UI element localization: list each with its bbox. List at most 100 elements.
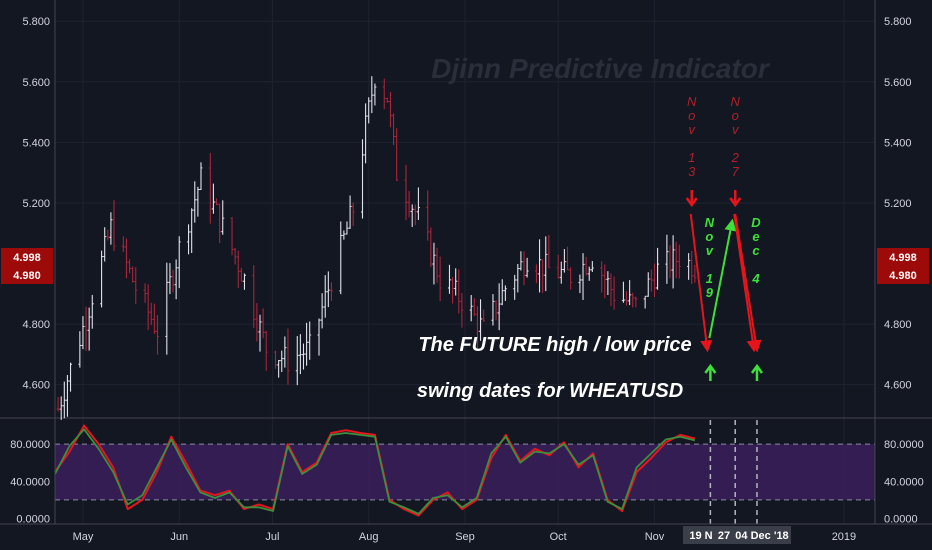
- ohlc-bar: [326, 271, 330, 308]
- osc-tick-label-right: 80.0000: [884, 439, 924, 451]
- ohlc-bar: [367, 97, 371, 124]
- ohlc-bar: [519, 251, 523, 271]
- ohlc-bar: [199, 162, 203, 191]
- osc-tick-label-right: 0.0000: [884, 513, 918, 525]
- ohlc-bar: [131, 266, 135, 283]
- svg-text:04 Dec '18: 04 Dec '18: [735, 530, 788, 542]
- ohlc-bar: [339, 221, 343, 295]
- price-label-right: 4.980: [877, 266, 929, 284]
- swing-arrow: [689, 213, 713, 353]
- ohlc-bar: [578, 274, 582, 294]
- prediction-label-char: 4: [751, 271, 760, 286]
- ohlc-bar: [317, 318, 321, 356]
- ohlc-bar: [621, 281, 625, 303]
- ohlc-bar: [370, 76, 374, 114]
- prediction-label-char: N: [687, 94, 697, 109]
- price-label-left: 4.980: [1, 266, 53, 284]
- ohlc-bar: [643, 295, 647, 309]
- ohlc-bar: [482, 309, 486, 323]
- prediction-label-char: o: [732, 108, 739, 123]
- ohlc-bar: [233, 248, 237, 265]
- ohlc-bar: [432, 242, 436, 285]
- x-tick-label: Jul: [265, 531, 279, 543]
- ohlc-bar: [566, 246, 569, 271]
- y-tick-label-right: 5.600: [884, 77, 912, 89]
- ohlc-bar: [457, 269, 461, 314]
- ohlc-bar: [103, 227, 107, 262]
- ohlc-bar: [286, 328, 290, 385]
- ohlc-bar: [174, 259, 178, 300]
- ohlc-bar: [460, 293, 464, 328]
- ohlc-bar: [56, 397, 60, 412]
- ohlc-bar: [516, 263, 520, 293]
- ohlc-bar: [584, 256, 588, 276]
- prediction-label-char: c: [752, 243, 760, 258]
- ohlc-bar: [112, 200, 116, 252]
- ohlc-bar: [121, 236, 125, 252]
- ohlc-bar: [165, 262, 169, 355]
- ohlc-bar: [590, 261, 594, 272]
- ohlc-bar: [544, 236, 548, 292]
- ohlc-bar: [628, 280, 632, 306]
- x-tick-label: 2019: [832, 531, 856, 543]
- ohlc-bar: [603, 264, 607, 299]
- ohlc-bar: [385, 97, 389, 103]
- svg-text:4.998: 4.998: [13, 252, 41, 264]
- ohlc-bar: [124, 238, 128, 279]
- price-label-right: 4.998: [877, 248, 929, 266]
- ohlc-bar: [261, 308, 265, 339]
- ohlc-bar: [242, 273, 246, 290]
- osc-tick-label-left: 80.0000: [10, 439, 50, 451]
- ohlc-bar: [447, 264, 451, 294]
- ohlc-bar: [475, 306, 479, 351]
- ohlc-bar: [69, 362, 73, 392]
- prediction-label-char: 2: [731, 150, 740, 165]
- ohlc-bar: [395, 128, 399, 181]
- ohlc-bar: [348, 195, 352, 229]
- x-tick-label: Oct: [550, 531, 567, 543]
- ohlc-bar: [177, 236, 181, 289]
- ohlc-bar: [538, 239, 542, 293]
- ohlc-bar: [171, 269, 175, 293]
- ohlc-bar: [652, 263, 656, 298]
- ohlc-bar: [671, 235, 675, 289]
- prediction-label-char: 1: [706, 271, 713, 286]
- prediction-label-char: 7: [732, 164, 740, 179]
- y-tick-label-left: 5.400: [22, 137, 50, 149]
- ohlc-bar: [128, 259, 132, 274]
- ohlc-bar: [513, 274, 517, 300]
- ohlc-bar: [525, 257, 529, 278]
- up-arrow-icon: [704, 363, 717, 374]
- ohlc-bar: [295, 336, 299, 386]
- ohlc-bar: [62, 381, 66, 419]
- svg-text:27: 27: [718, 530, 730, 542]
- ohlc-bar: [277, 359, 281, 378]
- ohlc-bar: [264, 330, 268, 371]
- ohlc-bar: [305, 322, 309, 366]
- ohlc-bar: [373, 83, 377, 106]
- svg-text:19 N: 19 N: [689, 530, 712, 542]
- prediction-label-char: v: [688, 122, 696, 137]
- prediction-label-char: N: [705, 215, 715, 230]
- svg-text:4.980: 4.980: [13, 270, 41, 282]
- ohlc-bar: [345, 221, 349, 235]
- ohlc-bar: [472, 298, 476, 317]
- prediction-label-char: v: [732, 122, 740, 137]
- ohlc-bar: [361, 139, 364, 219]
- ohlc-bar: [656, 247, 660, 290]
- prediction-label-char: o: [705, 229, 713, 244]
- osc-tick-label-left: 0.0000: [16, 513, 50, 525]
- ohlc-bar: [190, 208, 194, 253]
- prediction-label-char: 9: [706, 285, 714, 300]
- oscillator-panel: [54, 420, 758, 524]
- y-tick-label-right: 4.600: [884, 380, 912, 392]
- ohlc-bar: [587, 266, 591, 281]
- ohlc-bar: [600, 261, 604, 293]
- ohlc-bar: [283, 336, 287, 368]
- ohlc-bar: [407, 190, 411, 218]
- date-label-box: 04 Dec '18: [733, 526, 791, 544]
- swing-arrow: [708, 218, 737, 339]
